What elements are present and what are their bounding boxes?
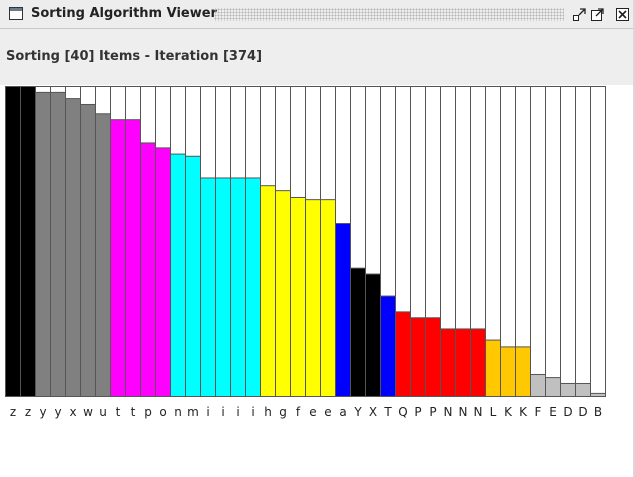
bar [455,328,471,397]
bar-label: o [159,405,166,419]
bar-label: y [39,405,46,419]
bar-slot [530,86,546,397]
bar-slot [545,86,561,397]
bar-label: p [144,405,152,419]
bar [275,190,291,397]
bar [320,199,336,398]
bar [350,267,366,397]
bar [80,103,96,397]
bar-label: t [116,405,121,419]
bar [365,273,381,397]
bar-label: X [369,405,377,419]
bar-label: D [578,405,587,419]
bar [65,98,81,398]
bar-label: h [264,405,272,419]
bar-label: K [519,405,528,419]
bar-label: N [444,405,453,419]
bar-label: N [474,405,483,419]
bar [440,328,456,397]
bar-label: e [309,405,316,419]
bar-label: g [279,405,287,419]
bar-slot [560,86,576,397]
bar [560,382,576,398]
bar-label: i [221,405,224,419]
bar-label: Q [398,405,407,419]
bar-label: D [563,405,572,419]
window-icon[interactable] [9,7,23,20]
bar [410,317,426,397]
bar [155,147,171,397]
title-bar-grip [214,8,564,21]
bar [305,199,321,398]
bar-label: f [296,405,301,419]
bar-label: K [504,405,513,419]
bar-label: a [339,405,346,419]
status-panel: Sorting [40] Items - Iteration [374] [0,29,635,85]
bar-label: P [414,405,421,419]
bar-label: w [83,405,93,419]
bar-label: L [490,405,497,419]
bar [425,317,441,397]
bar-label: e [324,405,331,419]
bar-label: m [187,405,199,419]
bar-label: P [429,405,436,419]
bar-slot [575,86,591,397]
bar-label: x [69,405,76,419]
bar [395,311,411,397]
status-text: Sorting [40] Items - Iteration [374] [6,49,263,64]
bar [5,86,21,397]
bar [515,346,531,397]
bar [290,196,306,398]
bar [380,295,396,397]
bar [50,91,66,397]
close-button[interactable] [615,7,630,22]
title-bar[interactable]: Sorting Algorithm Viewer [0,0,635,29]
bar [125,119,141,397]
bar [245,177,261,397]
bar [20,86,36,397]
bar-label: u [99,405,107,419]
bar-label: T [383,405,392,419]
bar [335,223,351,397]
close-icon [616,8,629,21]
bar [185,155,201,397]
window-title: Sorting Algorithm Viewer [31,6,217,21]
bar [260,185,276,397]
bar-label: i [236,405,239,419]
bar [140,142,156,397]
bar-label: B [594,405,602,419]
maximize-button[interactable] [590,7,605,22]
bar-label: F [535,405,542,419]
bar [215,177,231,397]
bar-label: z [25,405,31,419]
bar [95,113,111,398]
bar-label: N [459,405,468,419]
minimize-icon [573,8,586,21]
bar-label: n [174,405,182,419]
bar [545,377,561,397]
bar [470,328,486,397]
window-right-border [633,0,635,477]
bar-label: i [251,405,254,419]
bar-label: t [131,405,136,419]
bar-label: E [549,405,557,419]
bar-label: Y [353,405,362,419]
bar [485,339,501,397]
bar-label: y [54,405,61,419]
bar [170,153,186,397]
bar-slot [590,86,606,397]
bar-label: i [206,405,209,419]
minimize-button[interactable] [572,7,587,22]
bar [200,177,216,397]
bar [575,382,591,398]
bar-label: z [10,405,16,419]
bar [500,346,516,397]
bar [35,91,51,397]
maximize-icon [591,8,604,21]
bar [230,177,246,397]
bar [530,373,546,397]
bar [110,119,126,397]
